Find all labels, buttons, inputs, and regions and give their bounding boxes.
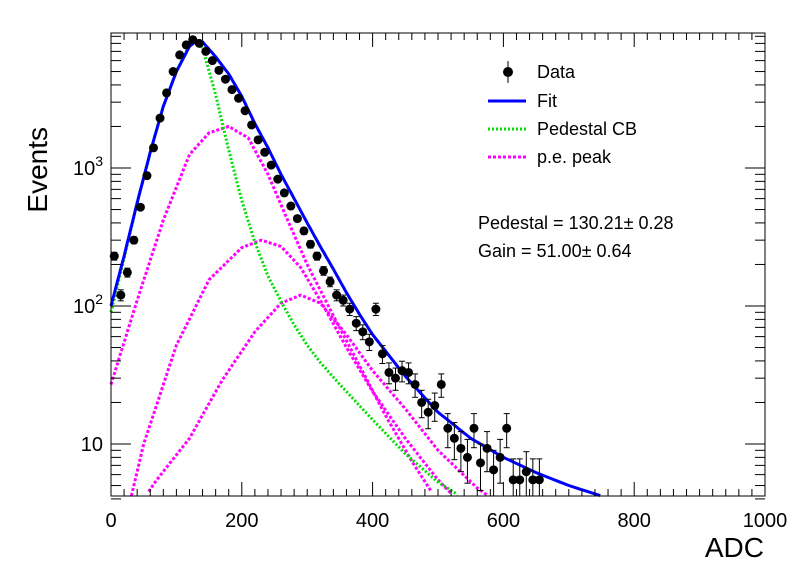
data-point <box>234 93 244 103</box>
data-point <box>390 373 400 383</box>
data-point <box>358 327 368 337</box>
data-points-layer <box>109 35 544 497</box>
fit-curve-1 <box>109 39 601 498</box>
legend-label: Data <box>537 62 576 82</box>
data-point <box>201 46 211 56</box>
data-point <box>364 337 374 347</box>
legend-label: p.e. peak <box>537 147 612 167</box>
data-point <box>436 379 446 389</box>
data-point <box>129 235 139 245</box>
data-point <box>194 38 204 48</box>
data-point <box>443 423 453 433</box>
data-point <box>155 113 165 123</box>
data-point <box>430 401 440 411</box>
data-point <box>142 171 152 181</box>
data-point <box>253 135 263 145</box>
data-point <box>168 67 178 77</box>
data-point <box>181 40 191 50</box>
data-point <box>371 304 381 314</box>
p-e-peak-curve-5 <box>147 293 488 497</box>
data-point <box>135 202 145 212</box>
legend: Data Fit Pedestal CB p.e. peak <box>488 61 637 167</box>
data-point <box>449 433 459 443</box>
data-point <box>292 214 302 224</box>
p-e-peak-curve-4 <box>129 238 453 497</box>
data-point <box>266 160 276 170</box>
x-tick-label: 800 <box>618 510 651 532</box>
data-point <box>384 367 394 377</box>
data-point <box>325 277 335 287</box>
data-point <box>122 267 132 277</box>
y-tick-label: 103 <box>73 153 103 180</box>
data-point <box>515 475 525 485</box>
data-point <box>116 290 126 300</box>
data-point <box>469 423 479 433</box>
axes-layer: 0 200 400 600 800 1000 10 102 103 <box>73 33 787 532</box>
x-tick-label: 400 <box>356 510 389 532</box>
data-point <box>162 88 172 98</box>
data-point <box>502 423 512 433</box>
data-point <box>534 475 544 485</box>
data-point <box>214 65 224 75</box>
pedestal-annotation: Pedestal = 130.21± 0.28 <box>478 213 674 233</box>
legend-data-marker <box>503 67 513 77</box>
data-point <box>188 35 198 45</box>
data-point <box>175 50 185 60</box>
data-point <box>247 120 257 130</box>
data-point <box>240 106 250 116</box>
data-point <box>423 407 433 417</box>
data-point <box>227 85 237 95</box>
data-point <box>319 266 329 276</box>
data-point <box>410 379 420 389</box>
data-point <box>279 188 289 198</box>
data-point <box>207 56 217 66</box>
x-tick-label: 600 <box>487 510 520 532</box>
data-point <box>495 452 505 462</box>
x-tick-label: 1000 <box>743 510 788 532</box>
x-tick-label: 200 <box>225 510 258 532</box>
data-point <box>521 467 531 477</box>
curves-layer <box>109 38 601 498</box>
data-point <box>482 443 492 453</box>
data-point <box>456 443 466 453</box>
gain-annotation: Gain = 51.00± 0.64 <box>478 241 632 261</box>
legend-label: Fit <box>537 91 557 111</box>
data-point <box>476 458 486 468</box>
data-point <box>312 251 322 261</box>
data-point <box>286 201 296 211</box>
data-point <box>299 226 309 236</box>
data-point <box>332 290 342 300</box>
legend-label: Pedestal CB <box>537 119 637 139</box>
data-point <box>149 143 159 153</box>
data-point <box>417 397 427 407</box>
y-axis-label: Events <box>22 127 53 213</box>
data-point <box>220 74 230 84</box>
data-point <box>305 239 315 249</box>
y-tick-label: 102 <box>73 291 103 318</box>
x-axis-label: ADC <box>705 532 764 563</box>
data-point <box>273 174 283 184</box>
data-point <box>508 475 518 485</box>
data-point <box>377 349 387 359</box>
y-tick-label: 10 <box>81 434 103 456</box>
data-point <box>260 147 270 157</box>
data-point <box>404 367 414 377</box>
data-point <box>345 304 355 314</box>
data-point <box>489 465 499 475</box>
data-point <box>462 452 472 462</box>
data-point <box>528 475 538 485</box>
data-point <box>351 318 361 328</box>
x-tick-label: 0 <box>105 510 116 532</box>
data-point <box>109 251 119 261</box>
data-point <box>338 295 348 305</box>
